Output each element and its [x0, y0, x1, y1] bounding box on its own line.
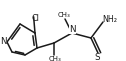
Text: Cl: Cl: [32, 14, 39, 23]
Text: N: N: [69, 25, 75, 34]
Text: CH₃: CH₃: [48, 56, 61, 61]
Text: S: S: [94, 53, 100, 61]
Text: NH₂: NH₂: [102, 15, 117, 24]
Text: CH₃: CH₃: [57, 12, 70, 18]
Text: N: N: [1, 37, 7, 46]
